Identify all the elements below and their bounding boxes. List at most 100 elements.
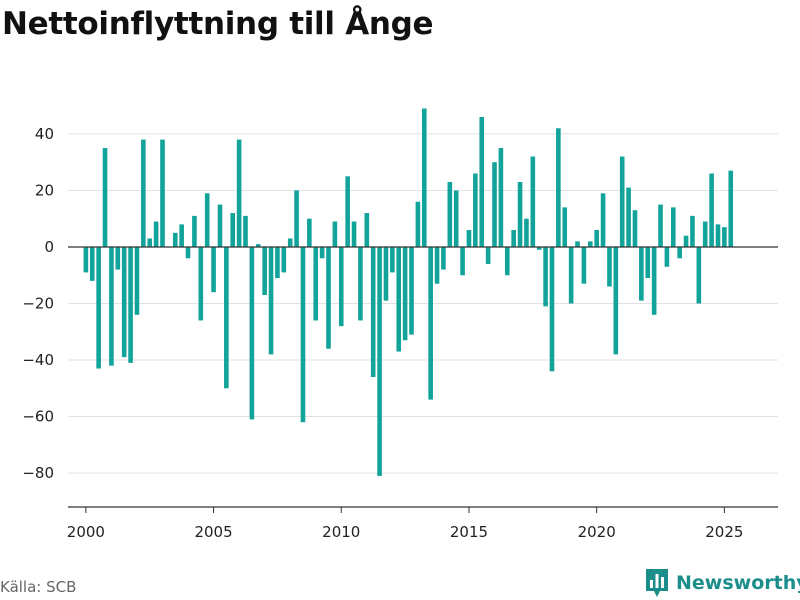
y-tick-label: −40 bbox=[22, 351, 54, 369]
x-tick-label: 2020 bbox=[578, 523, 616, 541]
bar bbox=[728, 170, 734, 247]
bar bbox=[658, 204, 663, 247]
bar bbox=[249, 246, 255, 420]
bar bbox=[230, 213, 236, 247]
bar bbox=[428, 246, 433, 400]
bar bbox=[192, 215, 197, 247]
bar bbox=[153, 221, 159, 247]
bar bbox=[83, 246, 89, 273]
bar bbox=[702, 221, 708, 247]
bar-chart-badge-icon bbox=[646, 569, 668, 597]
bar bbox=[294, 190, 299, 247]
bar bbox=[160, 139, 165, 247]
y-tick-label: 0 bbox=[44, 238, 54, 256]
bar bbox=[121, 246, 127, 358]
bar bbox=[575, 241, 580, 247]
bar bbox=[287, 238, 293, 247]
axes bbox=[68, 246, 778, 513]
bar bbox=[587, 241, 593, 247]
bar bbox=[262, 246, 267, 296]
bar bbox=[179, 224, 184, 247]
bar bbox=[536, 246, 542, 250]
bar bbox=[358, 246, 363, 321]
bar bbox=[722, 227, 727, 247]
bar bbox=[619, 156, 625, 247]
bar bbox=[517, 181, 523, 247]
bar bbox=[345, 176, 350, 247]
bar bbox=[613, 246, 619, 355]
bar bbox=[224, 246, 229, 389]
bar bbox=[594, 230, 599, 247]
brand-logo: Newsworthy bbox=[644, 568, 800, 598]
bar bbox=[281, 246, 287, 273]
bar bbox=[709, 173, 714, 247]
bar bbox=[198, 246, 204, 321]
bar bbox=[338, 246, 344, 327]
bar bbox=[498, 148, 504, 247]
bar bbox=[319, 246, 325, 259]
bar bbox=[639, 246, 644, 301]
x-tick-labels: 2000 2005 2010 2015 2020 2025 bbox=[67, 523, 744, 541]
bar bbox=[696, 246, 702, 304]
bar bbox=[626, 187, 631, 247]
bar bbox=[332, 221, 338, 247]
bar bbox=[549, 246, 555, 372]
bar bbox=[530, 156, 536, 247]
bar bbox=[415, 201, 421, 247]
y-tick-label: −80 bbox=[22, 464, 54, 482]
bar bbox=[236, 139, 242, 247]
bar bbox=[556, 128, 561, 247]
bar bbox=[664, 246, 670, 267]
bar bbox=[275, 246, 280, 279]
bar bbox=[243, 215, 248, 247]
y-tick-label: 20 bbox=[35, 181, 54, 199]
bar bbox=[607, 246, 612, 287]
bar bbox=[211, 246, 216, 293]
bar bbox=[268, 246, 274, 355]
bar bbox=[377, 246, 382, 476]
bar bbox=[383, 246, 389, 301]
bar bbox=[543, 246, 548, 307]
bar bbox=[300, 246, 306, 423]
bar bbox=[326, 246, 331, 349]
y-tick-labels: 40 20 0 −20 −40 −60 −80 bbox=[22, 125, 54, 482]
bar bbox=[185, 246, 191, 259]
bar bbox=[115, 246, 121, 270]
bar bbox=[600, 193, 606, 247]
bar bbox=[632, 210, 638, 247]
bar bbox=[351, 221, 357, 247]
bar bbox=[147, 238, 153, 247]
bar bbox=[102, 148, 108, 247]
bar bbox=[128, 246, 133, 363]
bar bbox=[677, 246, 682, 259]
bar bbox=[645, 246, 651, 279]
y-tick-label: −20 bbox=[22, 295, 54, 313]
brand-name: Newsworthy bbox=[676, 572, 800, 594]
bar bbox=[421, 108, 427, 247]
bar bbox=[492, 162, 497, 247]
y-tick-label: 40 bbox=[35, 125, 54, 143]
bar bbox=[364, 213, 370, 247]
x-tick-label: 2010 bbox=[322, 523, 360, 541]
bar bbox=[466, 230, 472, 247]
bar bbox=[479, 116, 485, 247]
x-tick-label: 2000 bbox=[67, 523, 105, 541]
bar bbox=[651, 246, 657, 315]
bar bbox=[524, 218, 529, 247]
bars bbox=[83, 108, 734, 476]
bar bbox=[396, 246, 402, 352]
bar bbox=[409, 246, 414, 335]
bar bbox=[485, 246, 491, 264]
bar bbox=[568, 246, 574, 304]
bar bbox=[370, 246, 376, 377]
bar bbox=[255, 244, 261, 247]
chart-title: Nettoinflyttning till Ånge bbox=[2, 6, 434, 42]
bar bbox=[307, 218, 312, 247]
bar bbox=[141, 139, 146, 247]
bar bbox=[715, 224, 721, 247]
bar bbox=[473, 173, 478, 247]
bar bbox=[402, 246, 408, 341]
y-tick-label: −60 bbox=[22, 408, 54, 426]
bar bbox=[670, 207, 676, 247]
source-note: Källa: SCB bbox=[0, 578, 77, 596]
